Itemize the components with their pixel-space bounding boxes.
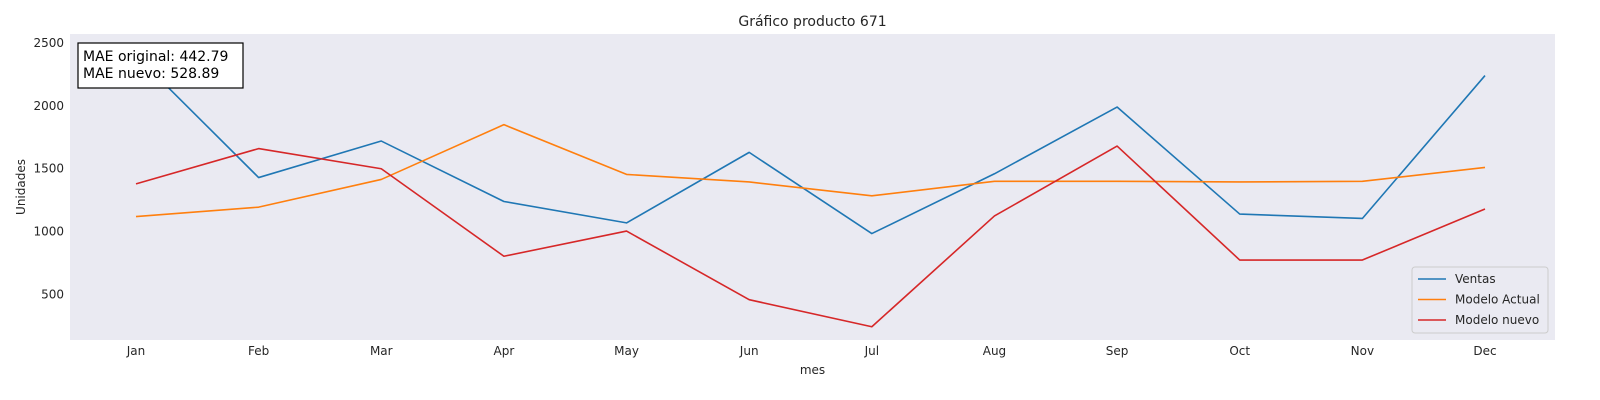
series-lines: [135, 54, 1486, 328]
x-tick-label: Sep: [1106, 344, 1129, 358]
x-axis-label: mes: [800, 363, 825, 377]
y-axis-ticks: 500 1000 1500 2000 2500: [33, 36, 64, 302]
x-tick-label: Feb: [248, 344, 269, 358]
legend-label: Modelo nuevo: [1455, 313, 1539, 327]
plot-area: [70, 34, 1555, 340]
y-tick-label: 1000: [33, 225, 64, 239]
legend-frame: [1411, 266, 1549, 334]
x-tick-label: Nov: [1351, 344, 1374, 358]
chart-title: Gráfico producto 671: [738, 14, 886, 30]
x-tick-label: Jul: [864, 344, 879, 358]
annotation-mae-original: MAE original: 442.79: [83, 49, 228, 65]
x-tick-label: May: [614, 344, 639, 358]
series-line-modelo-actual: [135, 123, 1486, 218]
x-tick-label: Mar: [370, 344, 393, 358]
annotation-frame: [77, 42, 244, 89]
y-axis-label: Unidades: [14, 159, 28, 215]
y-tick-label: 2000: [33, 99, 64, 113]
x-tick-label: Apr: [494, 344, 515, 358]
mae-annotation-box: MAE original: 442.79 MAE nuevo: 528.89: [77, 42, 244, 89]
x-tick-label: Jun: [739, 344, 759, 358]
y-tick-label: 500: [41, 288, 64, 302]
legend: Ventas Modelo Actual Modelo nuevo: [1411, 266, 1549, 334]
annotation-mae-nuevo: MAE nuevo: 528.89: [83, 66, 219, 82]
y-tick-label: 1500: [33, 162, 64, 176]
series-line-modelo-nuevo: [135, 145, 1486, 328]
x-tick-label: Jan: [126, 344, 146, 358]
x-axis-ticks: Jan Feb Mar Apr May Jun Jul Aug Sep Oct Nov Dec: [126, 344, 1497, 358]
y-tick-label: 2500: [33, 36, 64, 50]
x-tick-label: Dec: [1473, 344, 1496, 358]
x-tick-label: Oct: [1229, 344, 1250, 358]
legend-label: Ventas: [1455, 272, 1496, 286]
series-line-ventas: [135, 54, 1486, 235]
x-tick-label: Aug: [983, 344, 1006, 358]
legend-label: Modelo Actual: [1455, 293, 1540, 307]
